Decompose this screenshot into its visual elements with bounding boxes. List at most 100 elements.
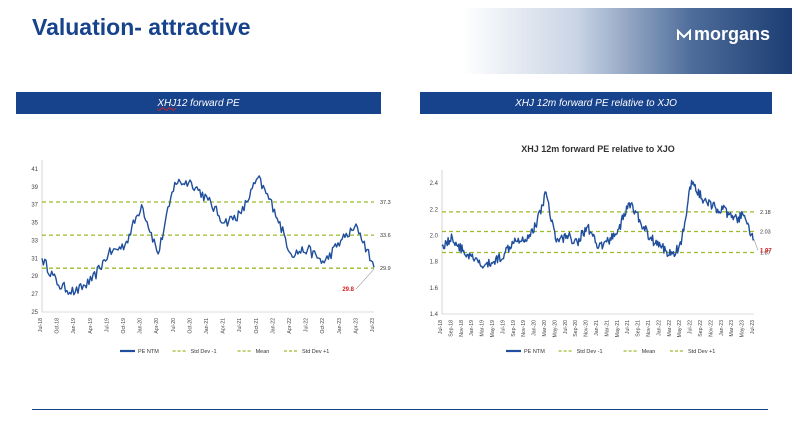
x-tick-label: Oct-18 <box>55 318 61 334</box>
x-tick-label: Jan-22 <box>270 318 276 334</box>
x-tick-label: Apr-21 <box>221 318 227 334</box>
x-tick-label: May-22 <box>677 320 683 337</box>
y-tick-label: 27 <box>31 292 38 298</box>
x-tick-label: May-23 <box>740 320 746 337</box>
y-tick-label: 2.0 <box>430 233 439 239</box>
x-tick-label: Mar-22 <box>667 320 673 337</box>
x-tick-label: Jan-23 <box>719 320 725 336</box>
x-tick-label: Jul-21 <box>625 320 631 334</box>
x-tick-label: Jul-20 <box>563 320 569 334</box>
x-tick-label: Oct-19 <box>121 318 127 334</box>
legend-label: Std Dev +1 <box>302 349 329 355</box>
panel-header-prefix: XHJ <box>157 97 177 109</box>
y-tick-label: 37 <box>31 203 38 209</box>
x-tick-label: Apr-22 <box>287 318 293 334</box>
x-tick-label: Jul-20 <box>171 318 177 332</box>
legend-label: Std Dev +1 <box>688 349 715 355</box>
chart-xhj-relative-pe: XHJ 12m forward PE relative to XJO 2.4 2.2… <box>430 144 773 355</box>
x-tick-label: May-20 <box>552 320 558 337</box>
reference-value-label: 33.6 <box>380 233 391 239</box>
x-tick-label: Mar-19 <box>480 320 486 337</box>
x-tick-label: Sep-21 <box>636 320 642 337</box>
x-tick-label: Sep-19 <box>511 320 517 337</box>
reference-value-label: 37.3 <box>380 200 391 206</box>
x-tick-label: May-19 <box>490 320 496 337</box>
x-tick-label: Jul-18 <box>38 318 44 332</box>
y-tick-label: 2.2 <box>430 207 439 213</box>
callout-leader <box>753 239 759 251</box>
reference-value-label: 2.03 <box>760 230 771 236</box>
x-tick-label: Jan-20 <box>138 318 144 334</box>
y-tick-label: 2.4 <box>430 181 439 187</box>
x-tick-label: Nov-19 <box>521 320 527 337</box>
x-tick-label: Sep-20 <box>573 320 579 337</box>
y-tick-label: 31 <box>31 256 38 262</box>
series-line-pe-ntm <box>41 175 375 296</box>
legend-label: PE NTM <box>138 349 159 355</box>
x-tick-label: Jul-23 <box>750 320 756 334</box>
x-tick-label: Sep-18 <box>448 320 454 337</box>
legend-label: Std Dev -1 <box>577 349 603 355</box>
x-tick-label: Mar-21 <box>604 320 610 337</box>
y-tick-label: 41 <box>31 167 38 173</box>
x-tick-label: Nov-21 <box>646 320 652 337</box>
x-tick-label: Apr-20 <box>154 318 160 334</box>
last-value-callout: 1.97 <box>760 248 772 254</box>
reference-value-label: 29.9 <box>380 266 391 272</box>
reference-value-label: 2.18 <box>760 210 771 216</box>
y-tick-label: 33 <box>31 238 38 244</box>
legend-label: Mean <box>642 349 656 355</box>
brand-name: morgans <box>693 24 770 44</box>
x-tick-label: Jul-21 <box>237 318 243 332</box>
legend-label: Std Dev -1 <box>191 349 217 355</box>
x-tick-label: Mar-20 <box>542 320 548 337</box>
x-tick-label: Jul-23 <box>370 318 376 332</box>
y-tick-label: 1.8 <box>430 260 439 266</box>
x-tick-label: Oct-22 <box>320 318 326 334</box>
reference-value-label: 1.87 <box>760 250 771 256</box>
y-tick-label: 35 <box>31 221 38 227</box>
legend-label: PE NTM <box>524 349 545 355</box>
x-tick-label: Jan-20 <box>532 320 538 336</box>
x-tick-label: Jan-21 <box>594 320 600 336</box>
x-tick-label: Jan-19 <box>71 318 77 334</box>
footer-divider <box>32 409 768 410</box>
x-tick-label: Jul-18 <box>438 320 444 334</box>
y-tick-label: 25 <box>31 310 38 316</box>
y-tick-label: 1.4 <box>430 312 439 318</box>
legend-label: Mean <box>256 349 270 355</box>
x-tick-label: Apr-23 <box>353 318 359 334</box>
x-tick-label: Jul-19 <box>500 320 506 334</box>
x-tick-label: Oct-20 <box>187 318 193 334</box>
last-value-callout: 29.8 <box>342 287 354 293</box>
y-tick-label: 1.6 <box>430 286 439 292</box>
slide-title: Valuation- attractive <box>32 14 251 40</box>
x-tick-label: Jul-22 <box>688 320 694 334</box>
x-tick-label: Jul-22 <box>304 318 310 332</box>
x-tick-label: Oct-21 <box>254 318 260 334</box>
morgans-logo: morgans <box>676 24 770 45</box>
callout-leader <box>355 268 375 290</box>
x-tick-label: Jan-21 <box>204 318 210 334</box>
x-tick-label: Jan-22 <box>656 320 662 336</box>
y-tick-label: 29 <box>31 274 38 280</box>
x-tick-label: Nov-18 <box>459 320 465 337</box>
logo-mark-icon <box>676 28 691 40</box>
brand-banner: morgans <box>462 8 792 74</box>
series-line-pe-ntm <box>441 179 755 269</box>
x-tick-label: Jan-23 <box>337 318 343 334</box>
x-tick-label: Nov-22 <box>708 320 714 337</box>
panel-header-relative-pe: XHJ 12m forward PE relative to XJO <box>420 92 772 114</box>
x-tick-label: Mar-23 <box>729 320 735 337</box>
panel-header-rest: 12 forward PE <box>176 97 240 109</box>
x-tick-label: May-21 <box>615 320 621 337</box>
y-tick-label: 39 <box>31 185 38 191</box>
x-tick-label: Apr-19 <box>88 318 94 334</box>
x-tick-label: Jan-19 <box>469 320 475 336</box>
chart-title: XHJ 12m forward PE relative to XJO <box>521 144 675 154</box>
x-tick-label: Nov-20 <box>584 320 590 337</box>
panel-header-xhj-pe: XHJ 12 forward PE <box>16 92 381 114</box>
x-tick-label: Sep-22 <box>698 320 704 337</box>
x-tick-label: Jul-19 <box>104 318 110 332</box>
